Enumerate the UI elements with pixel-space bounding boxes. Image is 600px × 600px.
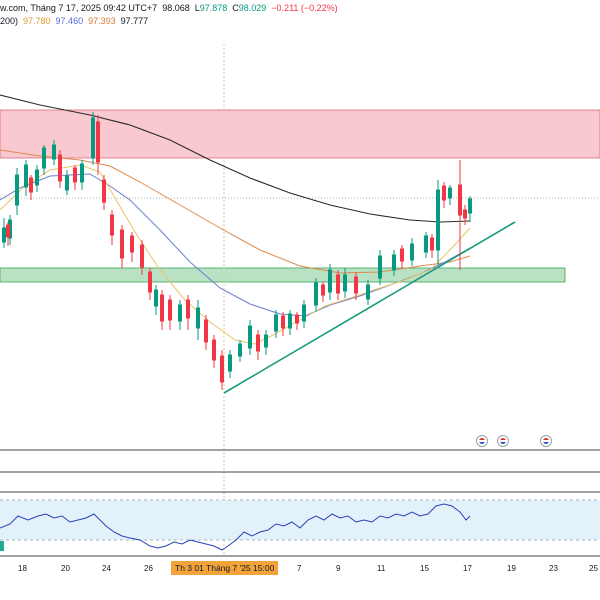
- x-label-2: 20: [61, 564, 70, 573]
- ma-value-4: 97.777: [120, 16, 149, 26]
- x-label-9: 17: [463, 564, 472, 573]
- open-value: 98.068: [162, 3, 190, 13]
- x-label-11: 23: [549, 564, 558, 573]
- x-label-12: 25: [589, 564, 598, 573]
- rsi-value-marker: [0, 541, 4, 551]
- x-label-8: 15: [420, 564, 429, 573]
- x-label-6: 9: [336, 564, 341, 573]
- ma-value-2: 97.460: [55, 16, 84, 26]
- x-label-1: 18: [18, 564, 27, 573]
- crosshair-date-tag: Th 3 01 Tháng 7 '25 15:00: [171, 561, 279, 575]
- x-label-5: 7: [297, 564, 302, 573]
- us-flag-event-icon[interactable]: [540, 435, 552, 447]
- source-info: w.com, Tháng 7 17, 2025 09:42 UTC+7: [0, 3, 158, 13]
- ema-fast-line: [0, 164, 471, 345]
- support-zone[interactable]: [0, 267, 566, 283]
- us-flag-event-icon[interactable]: [497, 435, 509, 447]
- sma-long-line: [0, 94, 471, 223]
- ma-value-1: 97.780: [23, 16, 51, 26]
- candlesticks: [2, 112, 472, 390]
- ma-params: 200): [0, 16, 19, 26]
- sma-mid-line: [0, 149, 471, 274]
- ema-slow-line: [0, 173, 471, 317]
- legend-header: w.com, Tháng 7 17, 2025 09:42 UTC+7 98.06…: [0, 0, 600, 44]
- ascending-trendline[interactable]: [223, 221, 516, 394]
- resistance-zone[interactable]: [0, 109, 600, 159]
- x-label-3: 24: [102, 564, 111, 573]
- close-value: 98.029: [238, 3, 267, 13]
- rsi-line: [0, 503, 471, 551]
- low-label: L: [194, 3, 200, 13]
- change-value: −0.211 (−0.22%): [271, 3, 338, 13]
- us-flag-event-icon[interactable]: [476, 435, 488, 447]
- x-label-7: 11: [377, 564, 386, 573]
- rsi-band: [0, 500, 600, 540]
- x-label-4: 26: [144, 564, 153, 573]
- x-label-10: 19: [507, 564, 516, 573]
- ma-value-3: 97.393: [88, 16, 116, 26]
- close-label: C: [232, 3, 239, 13]
- low-value: 97.878: [199, 3, 228, 13]
